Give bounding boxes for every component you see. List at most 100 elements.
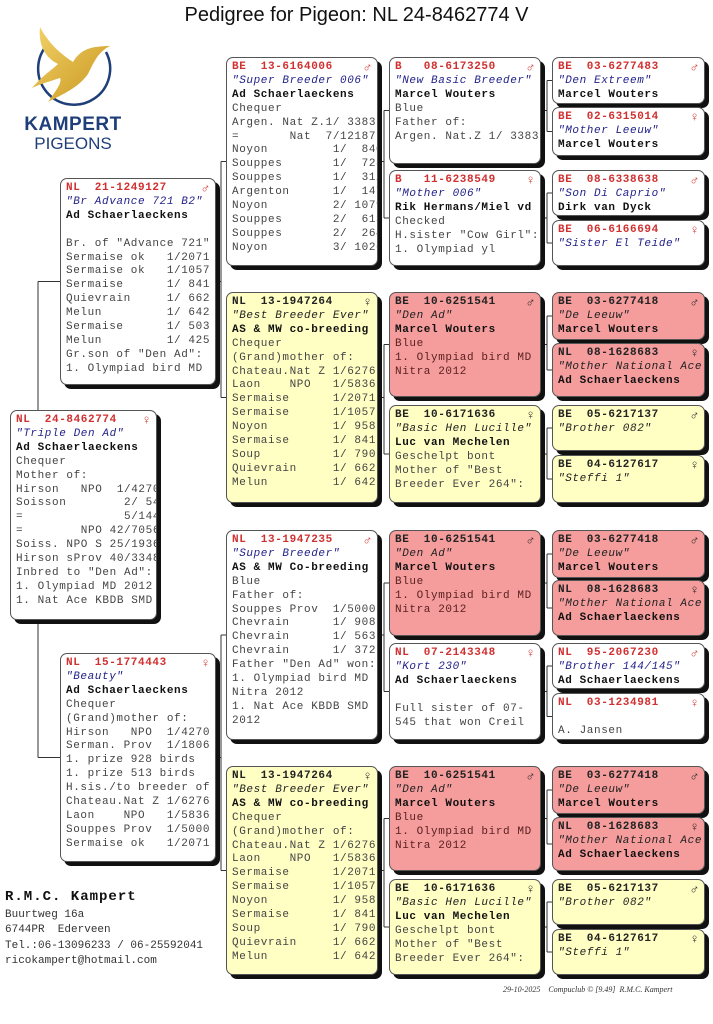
pigeon-info-line: Nitra 2012 xyxy=(395,603,468,616)
pigeon-name: "Steffi 1" xyxy=(558,472,631,485)
pigeon-info-line: Souppes Prov 1/5000 xyxy=(66,823,211,836)
pigeon-info-line: Father of: xyxy=(395,116,468,129)
pigeon-card-subject[interactable]: NL 24-8462774 ♀ "Triple Den Ad" Ad Schaerla… xyxy=(10,410,157,620)
pigeon-card-ancestor[interactable]: B 08-6173250 ♂ "New Basic Breeder" Marcel W… xyxy=(389,57,541,164)
pigeon-info-line: (Grand)mother of: xyxy=(66,712,189,725)
female-sex-icon: ♀ xyxy=(690,110,699,125)
pigeon-owner: Marcel Wouters xyxy=(395,323,496,336)
pigeon-owner: AS & MW co-breeding xyxy=(232,797,369,810)
pigeon-card-dam[interactable]: NL 15-1774443 ♀ "Beauty" Ad Schaerlaeckens C… xyxy=(60,653,216,862)
pigeon-info-line: Argen. Nat.Z 1/ 3383 xyxy=(395,130,540,143)
pigeon-info-line: 1. Olympiad bird MD xyxy=(395,589,532,602)
pigeon-card-ancestor[interactable]: BE 10-6171636 ♀ "Basic Hen Lucille" Luc van… xyxy=(389,405,541,503)
ring-text: B 08-6173250 xyxy=(395,61,496,73)
logo-text-kampert: KAMPERT xyxy=(24,114,122,135)
female-sex-icon: ♀ xyxy=(526,408,535,423)
pigeon-info-line: 1. Nat Ace KBDB SMD xyxy=(232,700,369,713)
pigeon-card-ancestor[interactable]: BE 05-6217137 ♂ "Brother 082" xyxy=(552,405,705,451)
pigeon-info-line: Serman. Prov 1/1806 xyxy=(66,740,211,753)
pigeon-owner: Ad Schaerlaeckens xyxy=(66,209,189,222)
ring-number: NL 13-1947264 ♀ xyxy=(232,770,372,784)
ring-number: BE 08-6338638 ♂ xyxy=(558,174,699,188)
pigeon-card-ancestor[interactable]: BE 04-6127617 ♀ "Steffi 1" xyxy=(552,455,705,503)
pigeon-card-ancestor[interactable]: NL 08-1628683 ♀ "Mother National Ace Ad Sch… xyxy=(552,343,705,397)
pigeon-owner: Rik Hermans/Miel vd xyxy=(395,201,532,214)
pigeon-card-sire[interactable]: NL 21-1249127 ♂ "Br Advance 721 B2" Ad Scha… xyxy=(60,178,216,385)
pigeon-card-ancestor[interactable]: BE 10-6251541 ♂ "Den Ad" Marcel Wouters Blue… xyxy=(389,530,541,636)
pigeon-info-line: 545 that won Creil xyxy=(395,716,525,729)
pigeon-info-line: 1. Olympiad bird MD xyxy=(232,673,369,686)
pigeon-info-line: Sermaise 1/ 503 xyxy=(66,321,211,334)
pigeon-info-line: Breeder Ever 264": xyxy=(395,952,525,965)
ring-text: NL 13-1947235 xyxy=(232,534,333,546)
ring-number: BE 10-6251541 ♂ xyxy=(395,534,535,548)
ring-text: NL 13-1947264 xyxy=(232,770,333,782)
pigeon-info-line: Souppes 1/ 723 xyxy=(232,158,378,171)
pigeon-info-line: Laon NPO 1/5836 xyxy=(232,379,377,392)
ring-number: NL 95-2067230 ♂ xyxy=(558,647,699,661)
pigeon-name: "Brother 082" xyxy=(558,422,652,435)
pigeon-card-ancestor[interactable]: BE 03-6277483 ♂ "Den Extreem" Marcel Wouter… xyxy=(552,57,705,104)
pigeon-owner: Ad Schaerlaeckens xyxy=(558,374,681,387)
pigeon-info-line: Noyon 1/ 958 xyxy=(232,895,377,908)
male-sex-icon: ♂ xyxy=(690,646,699,661)
ring-text: BE 10-6251541 xyxy=(395,770,496,782)
pigeon-card-ancestor[interactable]: BE 02-6315014 ♀ "Mother Leeuw" Marcel Woute… xyxy=(552,107,705,156)
pigeon-name: "Mother National Ace xyxy=(558,597,703,610)
pigeon-info-line: Hirson NPO 1/4270 xyxy=(66,726,211,739)
pigeon-card-ancestor[interactable]: BE 05-6217137 ♂ "Brother 082" xyxy=(552,879,705,925)
pigeon-card-ancestor[interactable]: B 11-6238549 ♀ "Mother 006" Rik Hermans/Mie… xyxy=(389,170,541,266)
male-sex-icon: ♂ xyxy=(690,408,699,423)
pigeon-card-ancestor[interactable]: BE 10-6251541 ♂ "Den Ad" Marcel Wouters Blue… xyxy=(389,766,541,871)
pigeon-owner: AS & MW co-breeding xyxy=(232,323,369,336)
pigeon-card-ancestor[interactable]: BE 10-6251541 ♂ "Den Ad" Marcel Wouters Blue… xyxy=(389,292,541,397)
pigeon-card-ancestor[interactable]: NL 07-2143348 ♀ "Kort 230" Ad Schaerlaecken… xyxy=(389,643,541,740)
ring-text: NL 03-1234981 xyxy=(558,697,659,709)
pigeon-info-line: = NPO 42/7056 xyxy=(16,525,157,538)
pigeon-card-ancestor[interactable]: NL 08-1628683 ♀ "Mother National Ace Ad Sch… xyxy=(552,817,705,871)
pigeon-card-ancestor[interactable]: NL 03-1234981 ♀ A. Jansen xyxy=(552,693,705,740)
ring-number: B 08-6173250 ♂ xyxy=(395,61,535,75)
pigeon-card-ancestor[interactable]: BE 06-6166694 ♀ "Sister El Teide" xyxy=(552,220,705,266)
male-sex-icon: ♂ xyxy=(363,60,372,75)
pigeon-name: "Basic Hen Lucille" xyxy=(395,896,532,909)
ring-number: BE 10-6251541 ♂ xyxy=(395,296,535,310)
ring-number: BE 03-6277418 ♂ xyxy=(558,534,699,548)
pigeon-card-ancestor[interactable]: NL 13-1947235 ♂ "Super Breeder" AS & MW Co-… xyxy=(226,530,378,740)
pigeon-name: "Best Breeder Ever" xyxy=(232,309,369,322)
ring-text: NL 21-1249127 xyxy=(66,182,167,194)
female-sex-icon: ♀ xyxy=(526,882,535,897)
pigeon-card-ancestor[interactable]: NL 13-1947264 ♀ "Best Breeder Ever" AS & MW… xyxy=(226,766,378,975)
pigeon-owner: Luc van Mechelen xyxy=(395,436,511,449)
pigeon-info-line: 1. Olympiad MD 2012 xyxy=(16,580,153,593)
pigeon-name: "Super Breeder" xyxy=(232,547,341,560)
pigeon-name: "Mother Leeuw" xyxy=(558,124,659,137)
male-sex-icon: ♂ xyxy=(690,533,699,548)
pigeon-info-line: Chateau.Nat Z 1/6276 xyxy=(66,796,211,809)
pigeon-card-ancestor[interactable]: BE 04-6127617 ♀ "Steffi 1" xyxy=(552,929,705,975)
ring-text: BE 10-6251541 xyxy=(395,296,496,308)
pigeon-card-ancestor[interactable]: BE 03-6277418 ♂ "De Leeuw" Marcel Wouters xyxy=(552,530,705,578)
pigeon-card-ancestor[interactable]: BE 10-6171636 ♀ "Basic Hen Lucille" Luc van… xyxy=(389,879,541,975)
pigeon-card-ancestor[interactable]: NL 95-2067230 ♂ "Brother 144/145" Ad Schaer… xyxy=(552,643,705,689)
pigeon-card-ancestor[interactable]: BE 13-6164006 ♂ "Super Breeder 006" Ad Scha… xyxy=(226,57,378,266)
pigeon-info-line: Souppes 2/ 613 xyxy=(232,213,378,226)
male-sex-icon: ♂ xyxy=(690,769,699,784)
ring-number: NL 13-1947264 ♀ xyxy=(232,296,372,310)
breeder-name: R.M.C. Kampert xyxy=(5,889,137,905)
logo-text-pigeons: PIGEONS xyxy=(34,134,112,153)
ring-text: BE 02-6315014 xyxy=(558,111,659,123)
pigeon-info-line: 1. Olympiad bird MD xyxy=(66,362,203,375)
male-sex-icon: ♂ xyxy=(690,173,699,188)
pigeon-name: "Steffi 1" xyxy=(558,946,631,959)
pigeon-card-ancestor[interactable]: BE 08-6338638 ♂ "Son Di Caprio" Dirk van Dy… xyxy=(552,170,705,216)
pigeon-owner: Ad Schaerlaeckens xyxy=(558,848,681,861)
pigeon-card-ancestor[interactable]: NL 08-1628683 ♀ "Mother National Ace Ad Sch… xyxy=(552,580,705,636)
pigeon-card-ancestor[interactable]: NL 13-1947264 ♀ "Best Breeder Ever" AS & MW… xyxy=(226,292,378,503)
pigeon-card-ancestor[interactable]: BE 03-6277418 ♂ "De Leeuw" Marcel Wouters xyxy=(552,766,705,814)
pigeon-info-line: = Nat 7/12187 xyxy=(232,130,377,143)
pigeon-card-ancestor[interactable]: BE 03-6277418 ♂ "De Leeuw" Marcel Wouters xyxy=(552,292,705,340)
pigeon-owner: Marcel Wouters xyxy=(395,561,496,574)
female-sex-icon: ♀ xyxy=(201,656,210,671)
ring-number: BE 05-6217137 ♂ xyxy=(558,883,699,897)
